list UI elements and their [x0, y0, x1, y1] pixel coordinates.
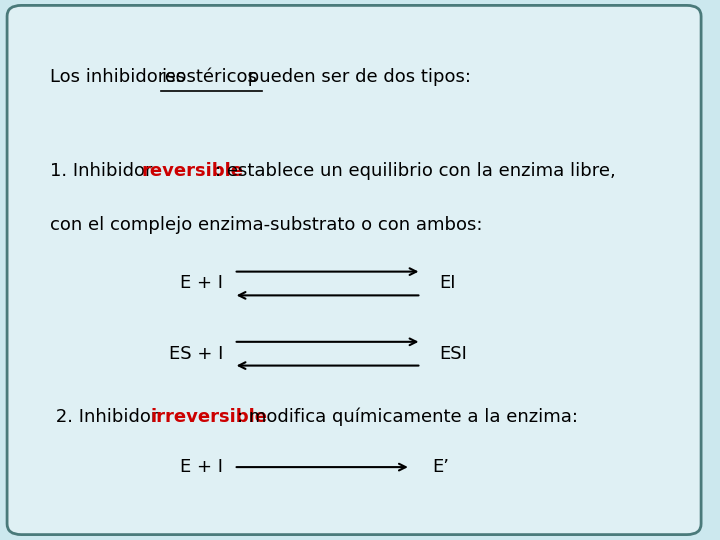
Text: ESI: ESI: [439, 345, 467, 363]
Text: E + I: E + I: [180, 274, 223, 293]
Text: EI: EI: [439, 274, 456, 293]
Text: isostéricos: isostéricos: [161, 68, 257, 85]
Text: irreversible: irreversible: [150, 408, 267, 426]
Text: : modifica químicamente a la enzima:: : modifica químicamente a la enzima:: [237, 408, 577, 426]
FancyBboxPatch shape: [7, 5, 701, 535]
Text: E + I: E + I: [180, 458, 223, 476]
Text: E’: E’: [432, 458, 449, 476]
Text: : establece un equilibrio con la enzima libre,: : establece un equilibrio con la enzima …: [215, 162, 616, 180]
Text: Los inhibidores: Los inhibidores: [50, 68, 191, 85]
Text: con el complejo enzima-substrato o con ambos:: con el complejo enzima-substrato o con a…: [50, 216, 482, 234]
Text: 2. Inhibidor: 2. Inhibidor: [50, 408, 163, 426]
Text: reversible: reversible: [142, 162, 243, 180]
Text: ES + I: ES + I: [168, 345, 223, 363]
Text: 1. Inhibidor: 1. Inhibidor: [50, 162, 158, 180]
Text: pueden ser de dos tipos:: pueden ser de dos tipos:: [242, 68, 471, 85]
